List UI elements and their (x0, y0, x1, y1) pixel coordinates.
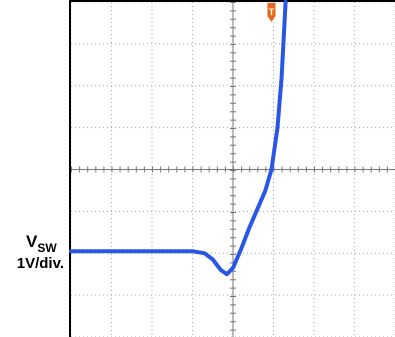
y-label-scale: 1V/div. (17, 255, 64, 272)
y-label-sub: SW (37, 241, 57, 255)
trigger-marker (267, 3, 276, 22)
y-label-main-text: V (26, 232, 38, 251)
trigger-label: T (269, 7, 275, 17)
waveform (69, 0, 288, 277)
y-label-main: VSW (26, 232, 57, 255)
